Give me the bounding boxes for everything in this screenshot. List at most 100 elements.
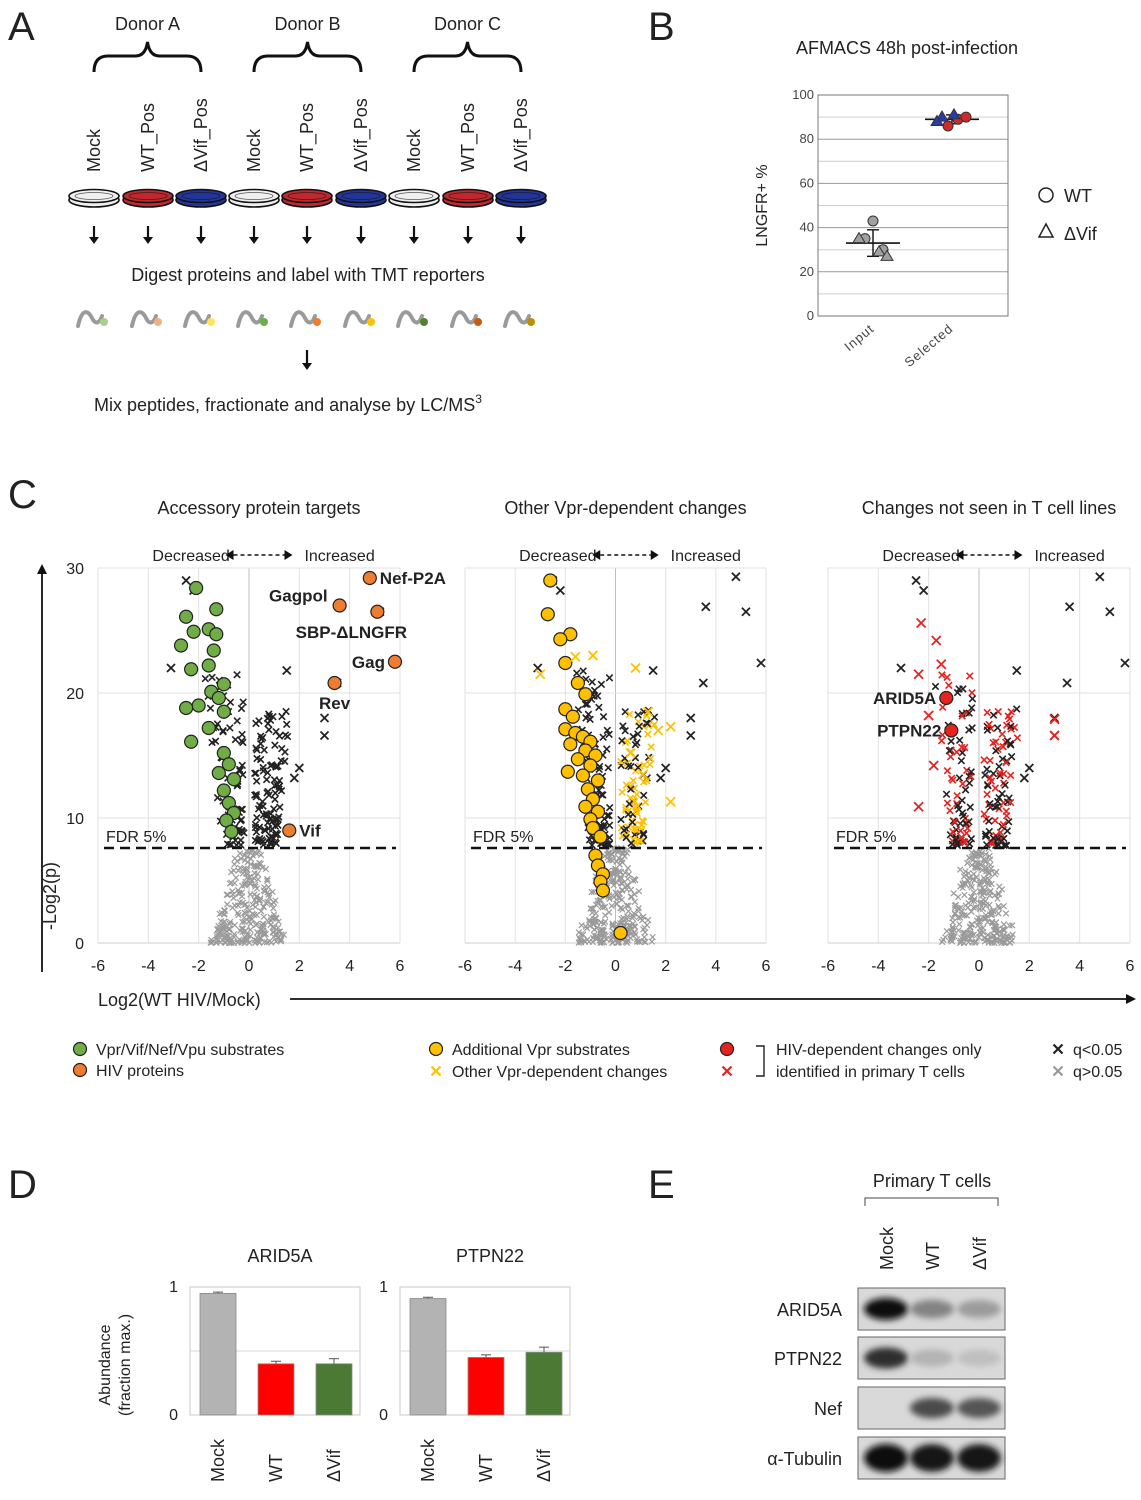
cross-stroke bbox=[629, 776, 637, 785]
cross-marker-outlier bbox=[756, 658, 766, 668]
cross-marker-q-lt-0.05 bbox=[201, 674, 210, 683]
cross-stroke bbox=[267, 921, 274, 929]
cross-stroke bbox=[259, 840, 268, 849]
highlighted-protein-circle bbox=[226, 772, 241, 787]
x-tick-label: 4 bbox=[1075, 958, 1084, 975]
bar bbox=[199, 1293, 237, 1416]
cross-stroke bbox=[628, 818, 637, 827]
cross-stroke bbox=[994, 895, 1001, 902]
cross-stroke bbox=[236, 899, 244, 906]
cross-marker-q-lt-0.05 bbox=[266, 761, 275, 770]
significant-proteins bbox=[166, 572, 400, 849]
y-axis-arrow bbox=[37, 564, 47, 972]
cross-marker-q-lt-0.05 bbox=[993, 724, 1002, 732]
cross-stroke bbox=[625, 800, 634, 808]
cross-marker-q-gt-0.05 bbox=[247, 920, 254, 927]
cross-marker-q-lt-0.05 bbox=[585, 836, 594, 844]
legend-entry: HIV-dependent changes only bbox=[719, 1041, 981, 1059]
cross-marker-q-lt-0.05 bbox=[255, 836, 263, 844]
cross-stroke bbox=[983, 790, 991, 799]
cross-marker-q-lt-0.05 bbox=[981, 771, 989, 779]
cross-marker-q-gt-0.05 bbox=[579, 931, 587, 938]
condition-label: WT_Pos bbox=[297, 103, 318, 172]
cross-stroke bbox=[282, 665, 292, 676]
blot-row-label: Nef bbox=[814, 1399, 843, 1419]
cross-marker-q-gt-0.05 bbox=[990, 933, 997, 940]
cross-marker-q-lt-0.05 bbox=[983, 726, 992, 734]
cross-stroke bbox=[1013, 734, 1022, 742]
cross-stroke bbox=[961, 786, 970, 794]
cross-marker-q-gt-0.05 bbox=[587, 905, 594, 912]
cross-marker-q-gt-0.05 bbox=[238, 882, 246, 889]
cross-stroke bbox=[600, 939, 608, 946]
cross-marker-q-lt-0.05 bbox=[262, 810, 271, 818]
cross-stroke bbox=[255, 863, 262, 871]
cross-marker-q-lt-0.05 bbox=[639, 791, 648, 800]
cross-stroke bbox=[277, 938, 285, 945]
highlighted-protein-circle bbox=[583, 758, 598, 773]
cross-stroke bbox=[626, 782, 634, 791]
cross-marker-q-lt-0.05 bbox=[1002, 758, 1010, 767]
highlighted-protein-circle bbox=[178, 609, 194, 624]
dish-lid bbox=[175, 188, 227, 204]
cross-stroke bbox=[965, 899, 972, 907]
cross-stroke bbox=[991, 816, 999, 825]
cross-stroke bbox=[980, 810, 988, 818]
cross-marker-q-lt-0.05 bbox=[595, 703, 603, 712]
cross-stroke bbox=[992, 919, 1000, 926]
cross-marker-q-gt-0.05 bbox=[589, 938, 597, 946]
cross-stroke bbox=[590, 692, 598, 700]
cross-stroke bbox=[1002, 841, 1011, 850]
highlighted-protein-circle bbox=[201, 658, 216, 673]
cross-marker-q-lt-0.05 bbox=[274, 821, 282, 830]
x-tick-label: Input bbox=[841, 321, 877, 354]
cross-stroke bbox=[973, 873, 980, 881]
cross-marker-q-gt-0.05 bbox=[631, 898, 639, 906]
cross-marker-q-lt-0.05 bbox=[620, 826, 628, 835]
cross-stroke bbox=[977, 888, 985, 896]
panel-letter-e: E bbox=[648, 1163, 675, 1207]
x-tick-label: -4 bbox=[141, 958, 155, 975]
primary-only-protein-label: PTPN22 bbox=[877, 722, 941, 741]
cross-stroke bbox=[958, 712, 966, 720]
cross-stroke bbox=[953, 688, 962, 697]
condition-label: Mock bbox=[244, 128, 264, 172]
cross-stroke bbox=[582, 923, 590, 930]
down-arrow bbox=[409, 226, 419, 244]
cross-stroke bbox=[275, 732, 284, 740]
cross-marker-q-lt-0.05 bbox=[259, 837, 267, 846]
arrow-head bbox=[143, 237, 153, 244]
highlighted-protein-circle bbox=[189, 580, 204, 596]
cross-stroke bbox=[959, 812, 968, 820]
cross-marker-q-gt-0.05 bbox=[624, 875, 631, 883]
cross-stroke bbox=[756, 658, 766, 668]
highlighted-protein-circle bbox=[578, 799, 593, 814]
cross-marker-q-lt-0.05 bbox=[624, 762, 633, 770]
cross-stroke bbox=[986, 774, 994, 782]
cross-stroke bbox=[641, 798, 650, 807]
cross-marker-outlier bbox=[1105, 607, 1115, 617]
cross-marker-q-lt-0.05 bbox=[605, 730, 613, 739]
donor-braces bbox=[92, 41, 523, 73]
x-tick-label: 2 bbox=[661, 958, 670, 975]
down-arrow bbox=[356, 226, 366, 244]
cross-stroke bbox=[950, 890, 957, 897]
cross-marker-q-gt-0.05 bbox=[624, 913, 631, 920]
legend-label: HIV proteins bbox=[96, 1063, 184, 1080]
arrow-head bbox=[302, 363, 312, 370]
cross-marker-q-lt-0.05 bbox=[257, 735, 266, 743]
cross-marker-q-lt-0.05 bbox=[259, 767, 268, 775]
x-tick-label: Mock bbox=[418, 1438, 438, 1482]
cross-marker-q-gt-0.05 bbox=[224, 891, 232, 899]
cross-stroke bbox=[608, 902, 615, 910]
cross-marker-outlier bbox=[686, 713, 696, 723]
cross-marker-q-gt-0.05 bbox=[242, 880, 249, 888]
cross-marker-q-lt-0.05 bbox=[605, 840, 614, 848]
cross-marker-q-lt-0.05 bbox=[640, 778, 648, 786]
cross-marker-q-gt-0.05 bbox=[968, 908, 975, 916]
cross-marker-q-lt-0.05 bbox=[260, 746, 268, 754]
cross-marker-q-lt-0.05 bbox=[938, 671, 946, 679]
cross-stroke bbox=[249, 852, 257, 859]
cross-marker-q-lt-0.05 bbox=[632, 825, 641, 834]
cross-marker-q-lt-0.05 bbox=[251, 820, 260, 829]
